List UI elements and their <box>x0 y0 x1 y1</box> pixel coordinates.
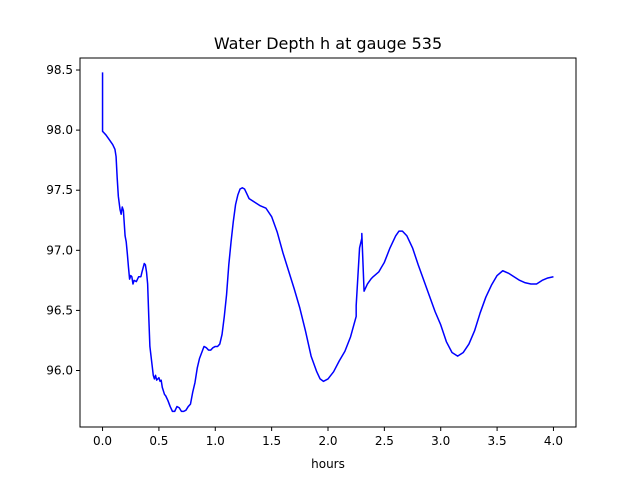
y-axis: 96.0 96.5 97.0 97.5 98.0 98.5 <box>46 63 80 378</box>
x-tick-label: 0.5 <box>149 434 168 448</box>
series-line-0 <box>101 72 554 413</box>
chart-title: Water Depth h at gauge 535 <box>214 34 442 53</box>
x-tick-label: 1.0 <box>206 434 225 448</box>
y-tick-label: 98.0 <box>46 123 73 137</box>
x-tick-label: 2.0 <box>318 434 337 448</box>
y-tick-label: 96.0 <box>46 364 73 378</box>
x-tick-label: 1.5 <box>262 434 281 448</box>
x-tick-label: 4.0 <box>544 434 563 448</box>
x-tick-label: 3.0 <box>431 434 450 448</box>
x-axis-label: hours <box>311 457 345 471</box>
x-axis: 0.0 0.5 1.0 1.5 2.0 2.5 3.0 3.5 4.0 <box>93 427 563 448</box>
series-layer <box>101 72 554 413</box>
y-tick-label: 97.0 <box>46 243 73 257</box>
y-tick-label: 96.5 <box>46 303 73 317</box>
y-tick-label: 97.5 <box>46 183 73 197</box>
x-tick-label: 2.5 <box>375 434 394 448</box>
x-tick-label: 3.5 <box>488 434 507 448</box>
x-tick-label: 0.0 <box>93 434 112 448</box>
plot-frame <box>79 57 577 428</box>
y-tick-label: 98.5 <box>46 63 73 77</box>
